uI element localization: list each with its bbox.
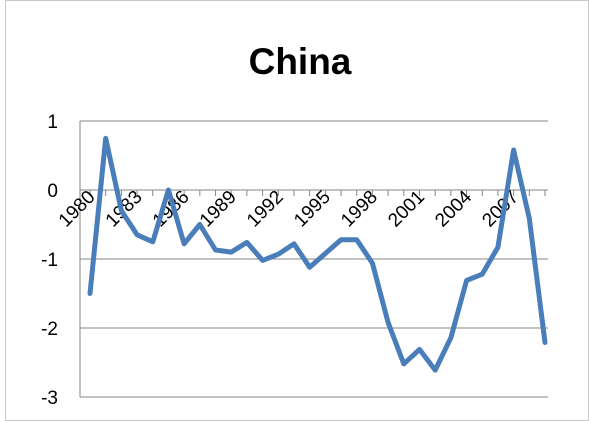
data-point	[246, 242, 247, 243]
series-layer	[87, 135, 548, 373]
data-point	[545, 342, 546, 343]
data-point	[105, 138, 106, 139]
series-line	[87, 135, 548, 373]
y-tick-label: 1	[47, 112, 58, 133]
data-point	[529, 218, 530, 219]
data-point	[372, 263, 373, 264]
data-point	[388, 322, 389, 323]
data-point	[356, 239, 357, 240]
y-tick-label: -1	[41, 250, 58, 271]
data-point	[184, 243, 185, 244]
y-tick-label: 0	[47, 181, 58, 202]
y-tick-label: -3	[41, 388, 58, 409]
data-point	[403, 363, 404, 364]
data-point	[137, 234, 138, 235]
data-point	[262, 260, 263, 261]
data-point	[325, 253, 326, 254]
data-point	[341, 239, 342, 240]
data-point	[90, 293, 91, 294]
data-point	[168, 190, 169, 191]
chart-title: China	[249, 41, 352, 82]
y-axis: 1 0 -1 -2 -3	[41, 112, 58, 409]
data-point	[482, 274, 483, 275]
chart-area-border	[5, 0, 589, 421]
data-point	[497, 247, 498, 248]
data-point	[278, 254, 279, 255]
data-point	[294, 243, 295, 244]
y-tick-label: -2	[41, 319, 58, 340]
data-point	[513, 150, 514, 151]
data-point	[152, 241, 153, 242]
data-point	[231, 252, 232, 253]
data-point	[309, 267, 310, 268]
data-point	[199, 224, 200, 225]
data-point	[450, 337, 451, 338]
data-point	[466, 280, 467, 281]
data-point	[215, 250, 216, 251]
data-point	[435, 370, 436, 371]
data-point	[419, 349, 420, 350]
data-point	[121, 210, 122, 211]
